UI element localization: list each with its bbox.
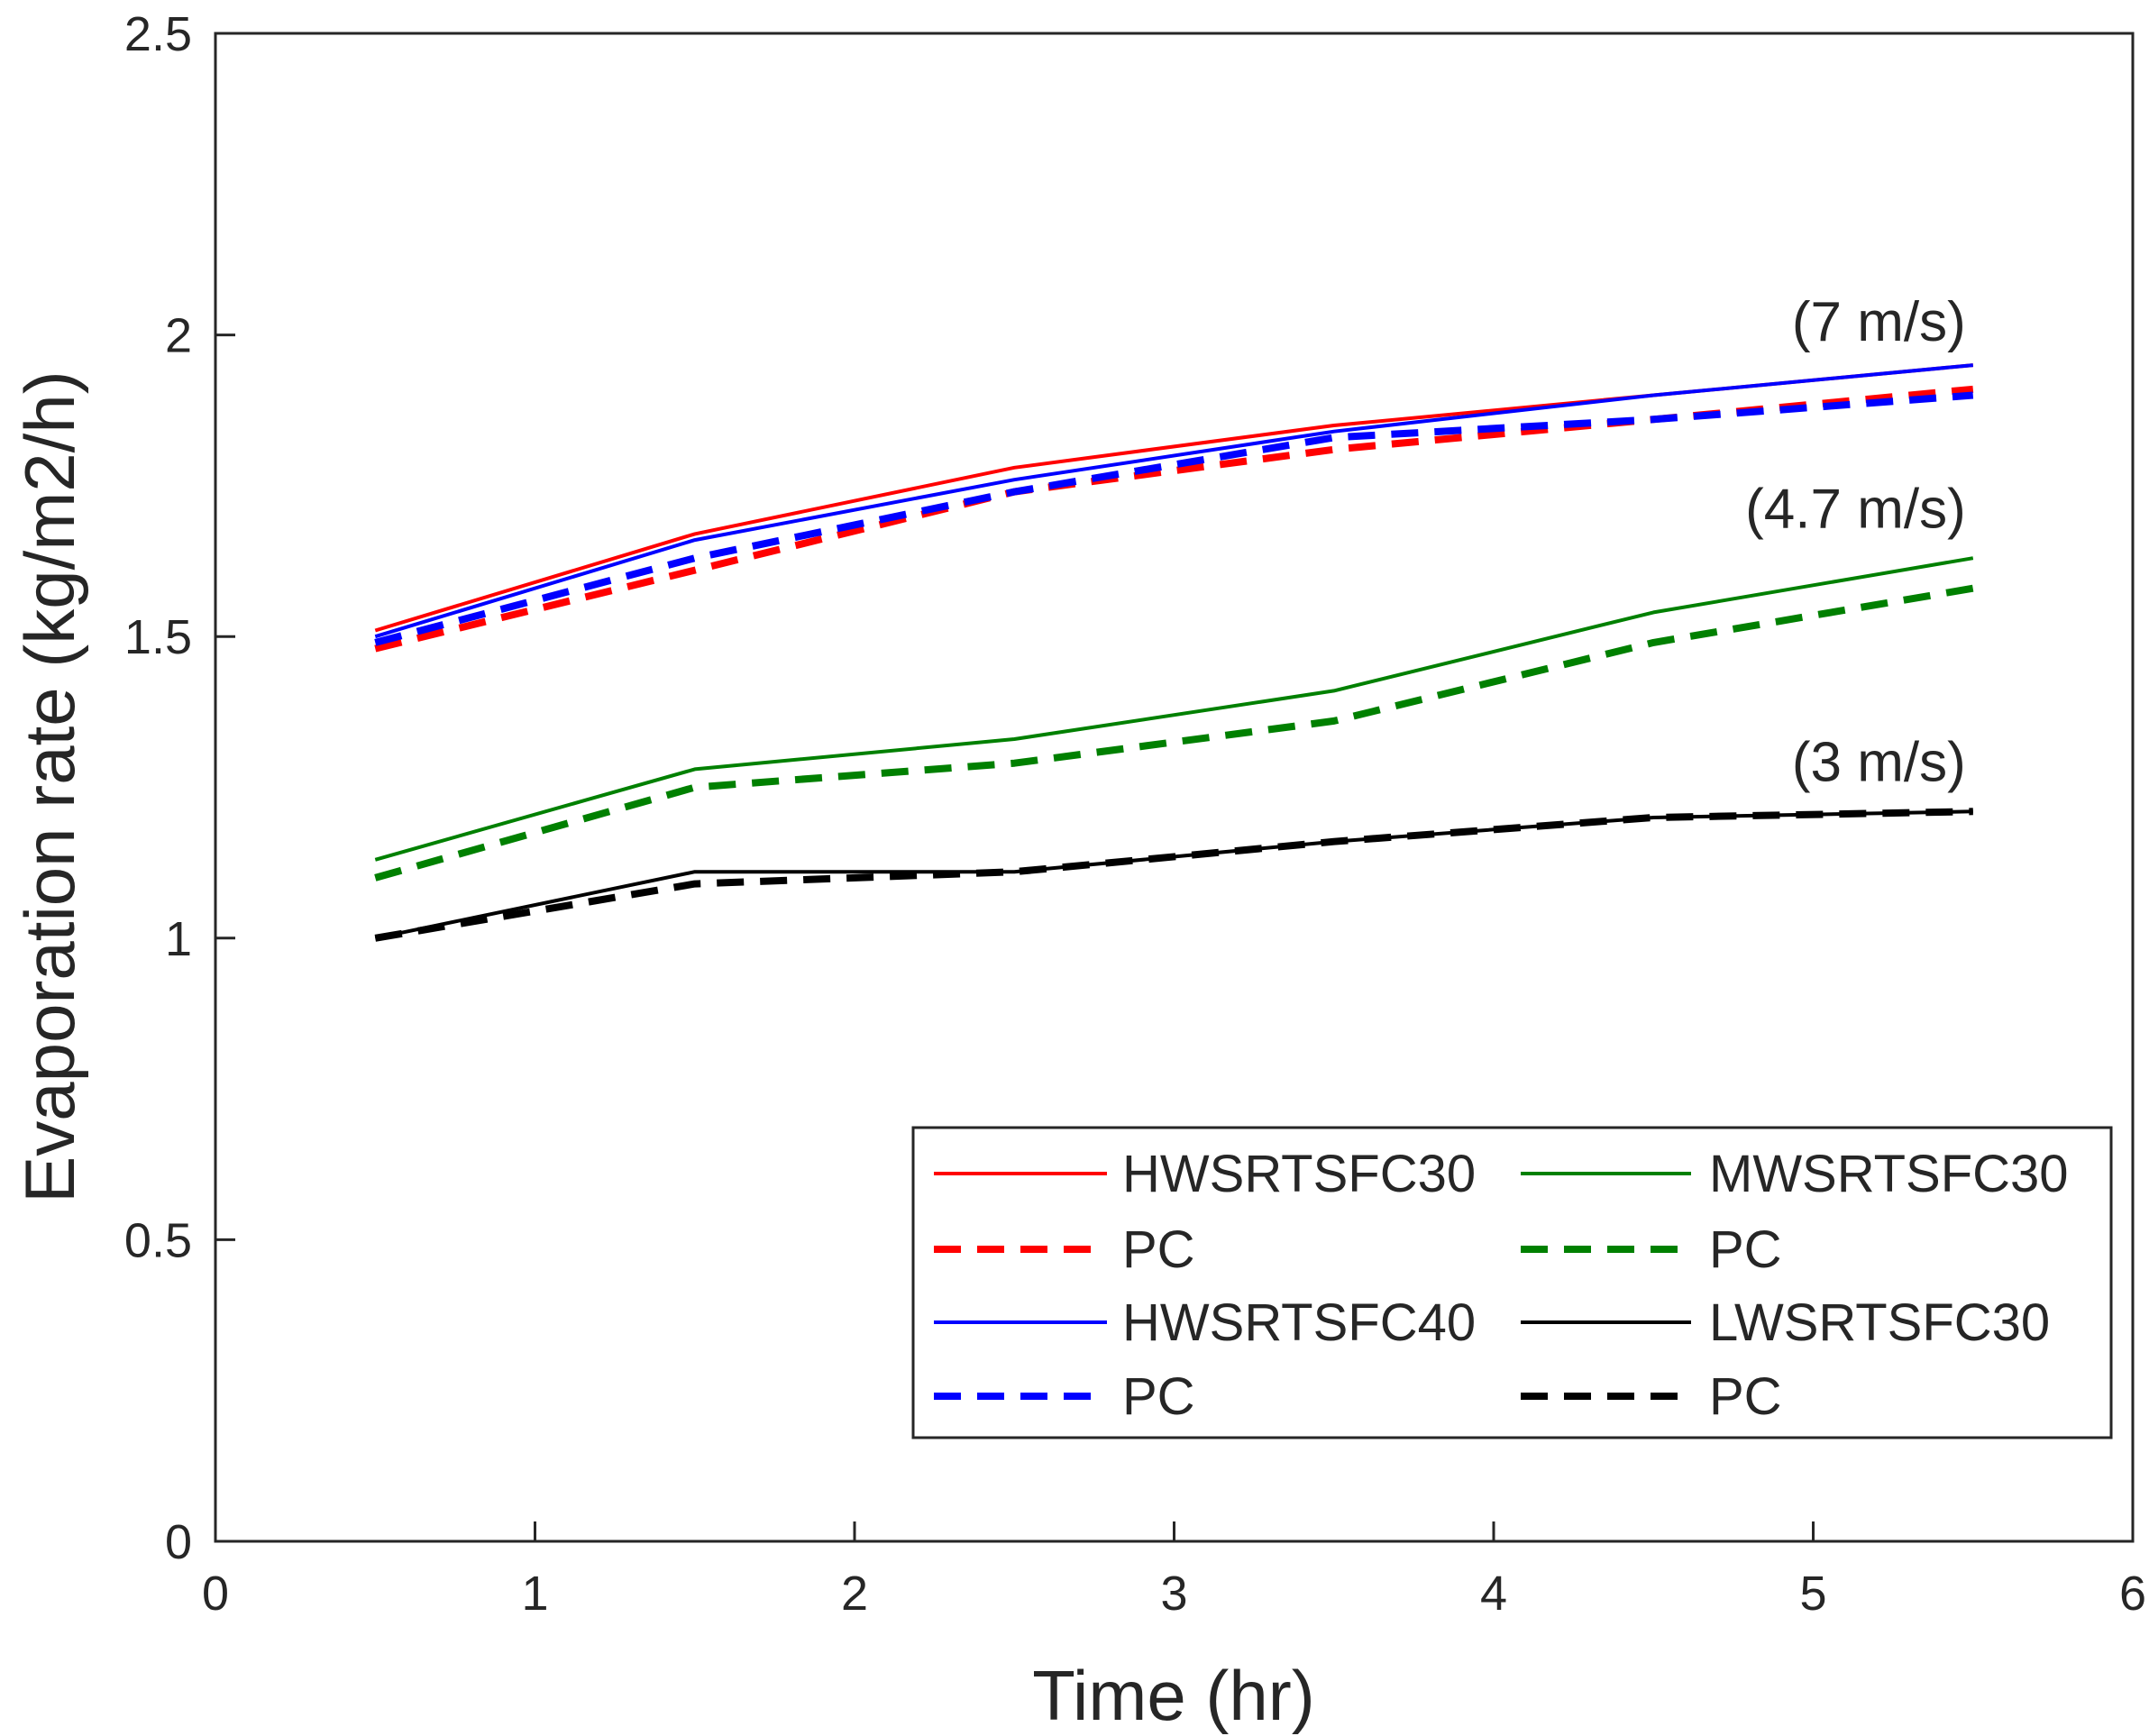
y-tick-label: 1	[165, 912, 192, 966]
x-tick-label: 1	[521, 1567, 548, 1621]
legend-entry-label: LWSRTSFC30	[1709, 1293, 2050, 1352]
y-tick-label: 2	[165, 309, 192, 363]
series-line-pc-dashed-008000	[374, 584, 1974, 882]
series-layer	[374, 363, 1974, 942]
y-axis-label: Evaporation rate (kg/m2/h)	[10, 370, 89, 1202]
speed-annotation: (3 m/s)	[1792, 732, 1966, 794]
legend-entry-label: HWSRTSFC40	[1122, 1293, 1476, 1352]
legend-entry-label: PC	[1122, 1220, 1195, 1279]
series-line-mwsrtsfc30-solid-008000	[374, 556, 1974, 862]
speed-annotation: (7 m/s)	[1792, 291, 1966, 353]
x-tick-label: 0	[202, 1567, 229, 1621]
series-line-hwsrtsfc40-solid-0000ff	[374, 363, 1973, 639]
series-line-pc-dashed-0000ff	[374, 391, 1974, 646]
legend-entry-label: PC	[1709, 1367, 1782, 1426]
speed-annotation: (4.7 m/s)	[1745, 479, 1966, 541]
x-tick-label: 3	[1160, 1567, 1187, 1621]
series-line-pc-dashed-000000	[374, 808, 1973, 942]
legend-box	[911, 1126, 2113, 1439]
y-tick-label: 1.5	[124, 610, 192, 664]
x-tick-label: 2	[841, 1567, 868, 1621]
x-tick-label: 4	[1480, 1567, 1507, 1621]
legend-entry-label: MWSRTSFC30	[1709, 1145, 2069, 1203]
y-tick-label: 0	[165, 1515, 192, 1569]
legend: HWSRTSFC30 PC HWSRTSFC40 PC MWSRTSFC30 PC LWSR…	[911, 1126, 2113, 1439]
legend-entry-label: PC	[1122, 1367, 1195, 1426]
x-axis-label: Time (hr)	[1032, 1656, 1314, 1735]
annotation-layer: (7 m/s) (4.7 m/s) (3 m/s)	[1745, 291, 1966, 794]
y-tick-label: 0.5	[124, 1213, 192, 1267]
tick-layer: 0 1 2 3 4 5 6 0 0.5 1 1.5 2 2.5	[124, 7, 2146, 1621]
legend-entry-label: HWSRTSFC30	[1122, 1145, 1476, 1203]
x-tick-label: 6	[2119, 1567, 2146, 1621]
x-tick-label: 5	[1799, 1567, 1826, 1621]
legend-entry-label: PC	[1709, 1220, 1782, 1279]
y-tick-label: 2.5	[124, 7, 192, 61]
